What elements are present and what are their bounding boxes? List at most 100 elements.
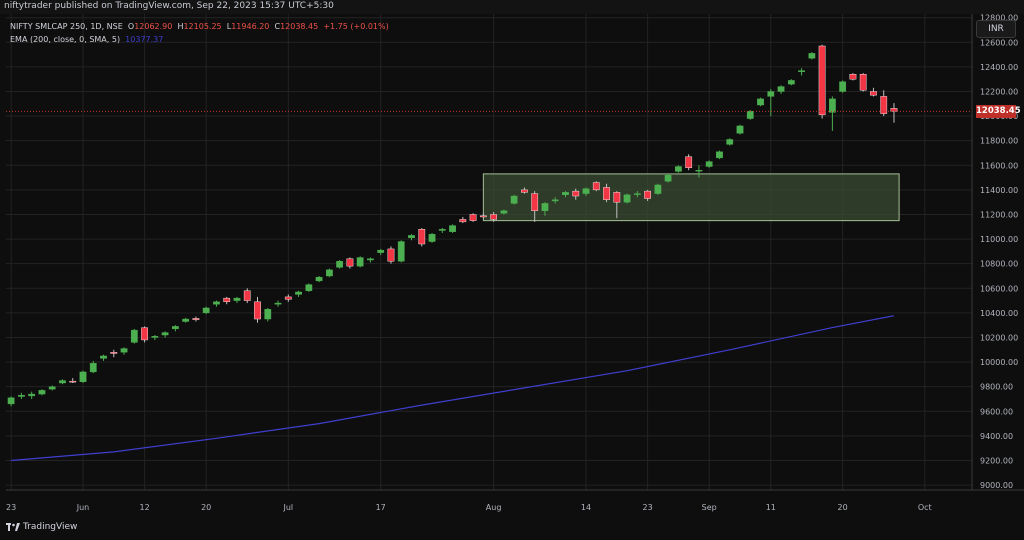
candle-body-up	[367, 258, 374, 261]
candle-body-up	[100, 355, 107, 359]
candle	[490, 212, 498, 222]
candle	[818, 44, 826, 119]
candle-body-down	[243, 290, 251, 301]
legend-high-value: 12105.25	[183, 22, 222, 31]
candle	[7, 396, 15, 407]
candle	[870, 87, 877, 97]
candle-body-up	[336, 261, 344, 268]
candle-body-up	[325, 269, 333, 277]
candle	[623, 193, 631, 204]
candle-body-up	[295, 291, 302, 295]
candle	[603, 183, 610, 203]
y-tick-label: 10600.00	[980, 284, 1018, 293]
candle	[664, 173, 672, 183]
candle	[562, 191, 569, 198]
candle	[849, 73, 857, 81]
candle	[654, 183, 662, 195]
candle-body-down	[818, 45, 826, 116]
candle-body-down	[644, 190, 651, 199]
candle-body-up	[7, 397, 15, 405]
candle-body-up	[716, 151, 723, 159]
candle-body-up	[202, 307, 210, 314]
candle	[264, 307, 272, 322]
candle-body-up	[726, 139, 734, 145]
candle	[336, 259, 344, 269]
currency-button[interactable]: INR	[976, 20, 1016, 38]
candle-body-up	[787, 80, 795, 85]
candle-body-down	[223, 297, 231, 303]
candle	[685, 154, 693, 171]
candles-layer	[7, 44, 898, 407]
tradingview-brand: TradingView	[6, 522, 77, 532]
x-tick-label: 20	[201, 503, 211, 512]
candle-body-up	[48, 386, 56, 390]
candle	[408, 234, 415, 241]
publish-text: niftytrader published on TradingView.com…	[4, 1, 334, 11]
candle-body-up	[408, 235, 415, 239]
publish-bar: niftytrader published on TradingView.com…	[0, 0, 1024, 14]
x-tick-label: 17	[376, 503, 386, 512]
candle	[798, 68, 805, 76]
candle	[479, 213, 487, 219]
candle	[172, 325, 179, 332]
candle	[295, 290, 302, 297]
candle	[18, 392, 25, 399]
y-tick-label: 12200.00	[980, 87, 1018, 96]
candle-body-up	[757, 98, 764, 106]
candle-body-up	[356, 257, 364, 267]
candle	[767, 89, 775, 117]
candle-body-up	[829, 98, 836, 113]
x-tick-label: Aug	[486, 503, 502, 512]
x-tick-label: Jun	[76, 503, 90, 512]
x-tick-label: 20	[838, 503, 848, 512]
candle	[449, 224, 456, 233]
candle	[243, 288, 251, 304]
grid-lines	[6, 14, 972, 490]
candle-body-up	[151, 336, 159, 338]
candle	[202, 306, 210, 315]
candle-body-up	[428, 233, 436, 242]
tradingview-logo-icon	[6, 522, 20, 531]
candle	[705, 160, 713, 168]
candle-body-up	[736, 125, 744, 134]
candle	[182, 317, 190, 323]
candle-body-up	[746, 110, 754, 119]
candle	[757, 97, 764, 107]
candle	[79, 370, 87, 383]
candle	[110, 349, 118, 358]
candle	[613, 191, 621, 219]
candle-body-up	[79, 371, 87, 382]
candle	[777, 85, 785, 94]
candle	[100, 354, 107, 361]
candle	[469, 213, 477, 222]
candle-body-up	[767, 91, 775, 97]
candle-body-up	[315, 277, 323, 282]
x-tick-label: 11	[766, 503, 776, 512]
y-tick-label: 9400.00	[980, 432, 1013, 441]
candle-body-up	[89, 363, 97, 373]
candle-body-down	[890, 108, 898, 112]
candle-body-down	[849, 74, 857, 80]
candle-body-up	[161, 332, 169, 336]
candle	[459, 216, 467, 224]
candle	[880, 90, 888, 117]
candle-body-up	[182, 318, 190, 322]
y-tick-label: 11200.00	[980, 210, 1018, 219]
candle-body-up	[675, 166, 682, 172]
candle-body-down	[254, 301, 261, 320]
candle-body-down	[459, 219, 467, 223]
candle-body-down	[110, 352, 118, 354]
candle	[130, 328, 138, 344]
candle-body-down	[192, 318, 200, 320]
candle-body-up	[274, 302, 282, 305]
candle-body-down	[859, 74, 867, 91]
consolidation-zone-layer	[482, 173, 900, 222]
candle	[541, 202, 549, 216]
legend-low-value: 11946.20	[231, 22, 270, 31]
candle-body-down	[490, 214, 498, 220]
candle-body-up	[623, 194, 631, 203]
x-tick-label: 12	[139, 503, 149, 512]
candle	[213, 300, 220, 307]
candle	[377, 248, 385, 256]
